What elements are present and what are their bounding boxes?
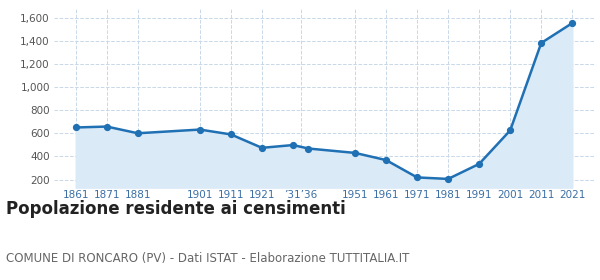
Text: COMUNE DI RONCARO (PV) - Dati ISTAT - Elaborazione TUTTITALIA.IT: COMUNE DI RONCARO (PV) - Dati ISTAT - El… [6,252,409,265]
Text: Popolazione residente ai censimenti: Popolazione residente ai censimenti [6,200,346,218]
